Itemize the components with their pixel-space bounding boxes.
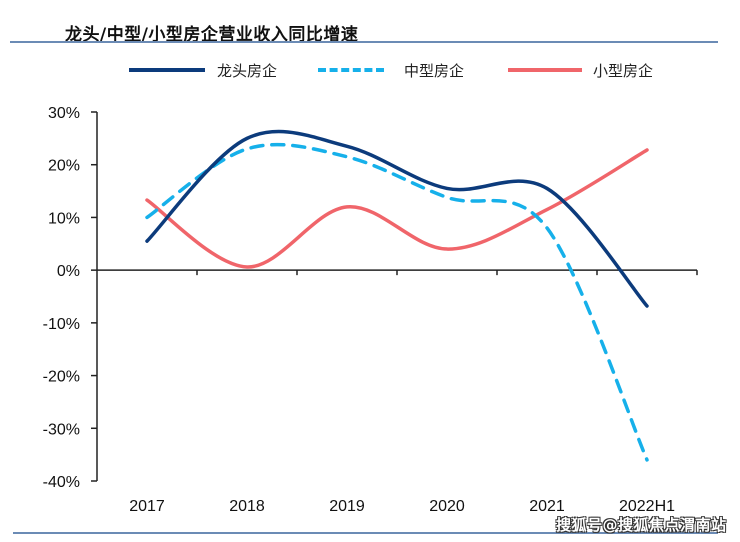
y-tick-label: 10% (48, 210, 80, 227)
title-divider (10, 41, 718, 43)
legend-item-leading: 龙头房企 (129, 58, 277, 82)
x-tick-label: 2020 (429, 498, 465, 515)
x-tick-label: 2017 (129, 498, 165, 515)
y-tick-label: 30% (48, 105, 80, 122)
footer-divider (13, 532, 718, 534)
tick-labels: 30% 20% 10% 0% -10% -20% -30% -40% 2017 2018 2019 2… (43, 105, 675, 515)
legend: 龙头房企 中型房企 小型房企 (0, 58, 740, 82)
series-line-medium (145, 142, 649, 462)
x-tick-label: 2022H1 (619, 498, 675, 515)
x-tick-label: 2021 (529, 498, 565, 515)
y-tick-label: -10% (43, 316, 80, 333)
legend-swatch-small (508, 68, 582, 72)
y-tick-label: -20% (43, 369, 80, 386)
y-tick-label: -30% (43, 421, 80, 438)
chart-title: 龙头/中型/小型房企营业收入同比增速 (65, 25, 359, 45)
y-tick-label: 0% (57, 263, 80, 280)
legend-label-medium: 中型房企 (404, 61, 465, 80)
x-tick-label: 2018 (229, 498, 265, 515)
legend-label-leading: 龙头房企 (217, 61, 278, 80)
y-tick-label: -40% (43, 474, 80, 491)
legend-swatch-leading (129, 68, 205, 72)
x-tick-label: 2019 (329, 498, 365, 515)
axes (91, 111, 698, 482)
series-line-leading (145, 129, 649, 308)
y-tick-label: 20% (48, 158, 80, 175)
watermark: 搜狐号@搜狐焦点渭南站 (556, 516, 727, 534)
series-line-small (145, 148, 649, 269)
legend-label-small: 小型房企 (593, 61, 654, 80)
legend-item-medium: 中型房企 (318, 58, 464, 82)
legend-item-small: 小型房企 (508, 58, 653, 82)
legend-swatch-medium (318, 68, 384, 72)
series-lines (145, 129, 649, 462)
